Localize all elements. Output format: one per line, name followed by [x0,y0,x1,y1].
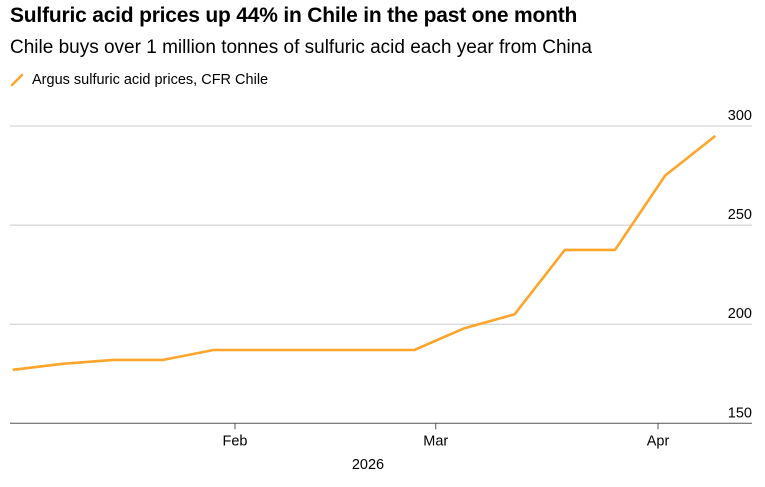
y-tick-label: 250 [728,207,752,223]
legend: Argus sulfuric acid prices, CFR Chile [10,72,268,88]
x-tick-label: Mar [423,433,448,449]
legend-label: Argus sulfuric acid prices, CFR Chile [32,72,269,88]
x-axis-label: 2026 [352,457,384,473]
x-tick-label: Feb [223,433,248,449]
chart-title: Sulfuric acid prices up 44% in Chile in … [10,4,578,27]
y-tick-label: 200 [728,306,752,322]
y-tick-label: 300 [728,108,752,124]
legend-swatch-icon [10,73,24,87]
series-line [12,134,717,372]
x-tick-label: Apr [647,433,670,449]
chart-subtitle: Chile buys over 1 million tonnes of sulf… [10,37,592,58]
y-tick-label: 150 [728,405,752,421]
